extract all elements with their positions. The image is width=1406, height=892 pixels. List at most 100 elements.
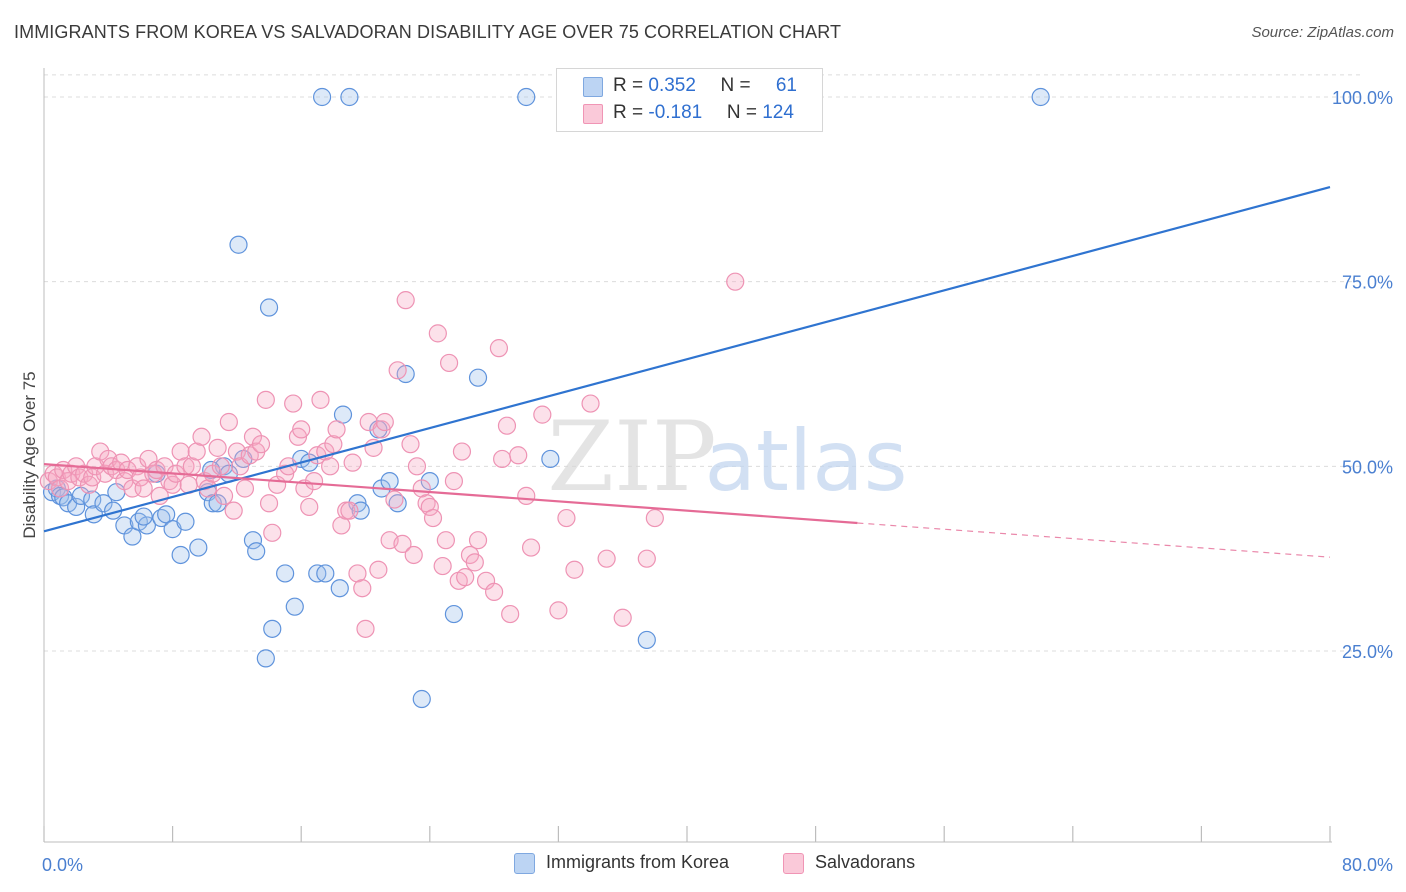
watermark: ZIP atlas bbox=[547, 401, 907, 513]
trend-lines bbox=[43, 186, 1331, 558]
point-salvadoran bbox=[420, 497, 439, 517]
legend-text-salvadorans: R = -0.181 N = 124 bbox=[613, 102, 794, 124]
point-salvadoran bbox=[509, 446, 528, 465]
watermark-zip: ZIP bbox=[547, 401, 716, 513]
point-salvadoran bbox=[501, 604, 520, 624]
point-salvadoran bbox=[284, 394, 303, 413]
point-salvadoran bbox=[224, 501, 243, 520]
point-salvadoran bbox=[304, 472, 324, 491]
point-salvadoran bbox=[134, 479, 153, 498]
point-korea bbox=[83, 490, 102, 509]
trend-line-korea bbox=[43, 186, 1331, 533]
legend-n-value: 124 bbox=[762, 102, 794, 123]
data-points bbox=[39, 87, 1050, 709]
point-salvadoran bbox=[489, 339, 509, 358]
point-salvadoran bbox=[251, 435, 271, 454]
point-salvadoran bbox=[493, 449, 512, 469]
axes bbox=[43, 68, 1332, 843]
legend-r-value: -0.181 bbox=[648, 102, 703, 123]
point-korea bbox=[243, 531, 263, 550]
legend-swatch-salvadorans bbox=[583, 104, 603, 124]
point-salvadoran bbox=[613, 608, 632, 627]
point-salvadoran bbox=[521, 538, 541, 557]
x-tick-label: 0.0% bbox=[42, 855, 83, 875]
point-salvadoran bbox=[436, 531, 455, 550]
point-salvadoran bbox=[407, 457, 427, 476]
point-salvadoran bbox=[321, 457, 340, 476]
point-salvadoran bbox=[47, 468, 66, 487]
point-salvadoran bbox=[259, 494, 279, 513]
trend-line-salvadorans-extension bbox=[857, 522, 1331, 558]
source-label: Source: ZipAtlas.com bbox=[1251, 24, 1394, 41]
point-salvadoran bbox=[327, 420, 346, 439]
point-salvadoran bbox=[192, 427, 211, 446]
point-salvadoran bbox=[263, 523, 282, 542]
point-salvadoran bbox=[324, 435, 343, 454]
point-korea bbox=[316, 564, 335, 583]
point-korea bbox=[412, 689, 431, 709]
x-tick-label: 80.0% bbox=[1342, 855, 1393, 875]
point-salvadoran bbox=[549, 601, 568, 620]
point-salvadoran bbox=[444, 472, 464, 491]
point-salvadoran bbox=[439, 353, 459, 373]
point-salvadoran bbox=[404, 545, 423, 565]
legend-n-label: N = bbox=[720, 75, 756, 96]
point-salvadoran bbox=[465, 553, 484, 572]
point-salvadoran bbox=[256, 390, 275, 409]
point-korea bbox=[256, 649, 275, 668]
legend-r-label: R = bbox=[613, 102, 649, 123]
y-tick-label: 25.0% bbox=[1342, 642, 1393, 662]
point-salvadoran bbox=[485, 582, 504, 602]
bottom-legend-label-korea: Immigrants from Korea bbox=[546, 852, 730, 872]
bottom-legend-label-salvadorans: Salvadorans bbox=[815, 852, 916, 872]
point-salvadoran bbox=[375, 412, 394, 432]
point-salvadoran bbox=[456, 568, 475, 587]
point-salvadoran bbox=[163, 475, 182, 494]
legend-swatch-korea bbox=[583, 77, 603, 97]
point-salvadoran bbox=[452, 442, 472, 461]
point-salvadoran bbox=[292, 420, 311, 439]
y-tick-label: 50.0% bbox=[1342, 457, 1393, 477]
point-salvadoran bbox=[557, 508, 576, 528]
point-korea bbox=[637, 630, 656, 650]
point-korea bbox=[67, 497, 86, 517]
point-salvadoran bbox=[211, 457, 230, 476]
point-salvadoran bbox=[300, 497, 319, 517]
tick-labels: 25.0% 50.0% 75.0% 100.0% 0.0% 80.0% bbox=[42, 88, 1393, 875]
point-salvadoran bbox=[497, 416, 517, 435]
bottom-legend-swatch-salvadorans bbox=[783, 853, 804, 874]
point-salvadoran bbox=[385, 490, 404, 509]
point-korea bbox=[541, 449, 560, 469]
point-korea bbox=[259, 298, 279, 317]
point-korea bbox=[229, 235, 248, 254]
point-salvadoran bbox=[356, 619, 375, 638]
point-korea bbox=[380, 472, 399, 491]
point-salvadoran bbox=[369, 560, 388, 579]
legend-r-label: R = bbox=[613, 75, 649, 96]
point-salvadoran bbox=[219, 412, 238, 432]
y-tick-label: 100.0% bbox=[1332, 88, 1393, 108]
legend-n-label: N = bbox=[726, 102, 763, 123]
point-korea bbox=[444, 604, 464, 624]
point-salvadoran bbox=[433, 556, 452, 576]
point-korea bbox=[94, 494, 113, 513]
point-korea bbox=[208, 494, 227, 513]
point-korea bbox=[134, 507, 153, 526]
point-salvadoran bbox=[311, 390, 330, 409]
point-salvadoran bbox=[645, 508, 664, 528]
point-korea bbox=[263, 619, 282, 638]
point-korea bbox=[312, 87, 332, 107]
point-korea bbox=[285, 597, 304, 616]
point-salvadoran bbox=[214, 486, 234, 505]
point-salvadoran bbox=[428, 324, 447, 343]
point-korea bbox=[247, 542, 266, 561]
point-salvadoran bbox=[353, 579, 372, 598]
point-salvadoran bbox=[393, 534, 412, 553]
point-korea bbox=[176, 512, 195, 531]
legend-text-korea: R = 0.352 N = 61 bbox=[613, 75, 797, 97]
point-salvadoran bbox=[533, 405, 552, 424]
point-korea bbox=[340, 87, 359, 107]
point-korea bbox=[1031, 87, 1050, 107]
point-salvadoran bbox=[468, 531, 488, 550]
point-salvadoran bbox=[388, 361, 407, 380]
